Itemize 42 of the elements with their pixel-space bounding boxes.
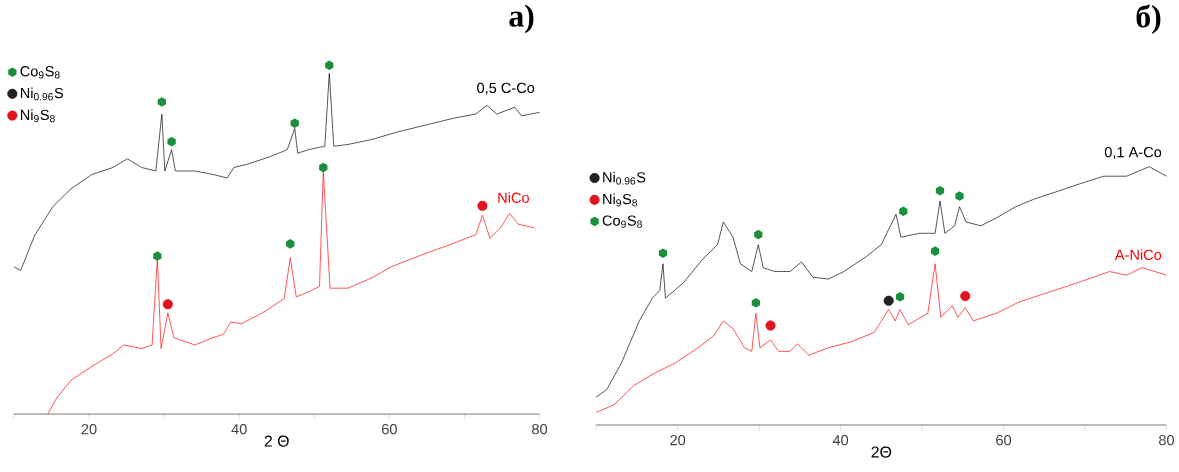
- chart-title: a): [509, 4, 534, 34]
- legend-label: Ni$_{9}$S$_{8}$: [20, 109, 55, 123]
- point: [895, 292, 905, 302]
- point: [751, 298, 760, 308]
- point: [935, 186, 945, 196]
- point: [157, 97, 166, 107]
- point: [325, 60, 334, 71]
- x-tick-label: 80: [532, 424, 548, 435]
- point: [477, 200, 488, 212]
- x-axis-title: 2 Θ: [264, 435, 289, 447]
- x-axis-title: 2Θ: [871, 446, 892, 458]
- series-label: 0,1 A-Co: [1104, 147, 1162, 160]
- point: [955, 191, 964, 202]
- point: [658, 248, 668, 259]
- point: [167, 137, 176, 147]
- point: [286, 239, 295, 249]
- x-tick-label: 20: [670, 435, 686, 446]
- series-label: 0,5 C-Co: [477, 82, 535, 95]
- point: [930, 246, 940, 257]
- series-label: A-NiCo: [1114, 249, 1162, 261]
- point: [899, 206, 908, 217]
- point: [754, 229, 763, 240]
- series-label: NiCo: [498, 192, 529, 204]
- legend-label: Ni$_{9}$S$_{8}$: [603, 193, 638, 207]
- x-tick-label: 20: [81, 424, 97, 435]
- legend-label: Ni$_{0.96}$S: [603, 171, 646, 185]
- x-tick-label: 40: [231, 424, 247, 435]
- point: [153, 251, 162, 261]
- point: [883, 295, 894, 306]
- point: [960, 291, 971, 302]
- legend-label: Co$_{9}$S$_{8}$: [20, 66, 60, 79]
- point: [290, 118, 299, 129]
- x-tick-label: 60: [381, 424, 397, 435]
- chart-title: б): [1136, 4, 1161, 35]
- point: [765, 320, 776, 331]
- point: [319, 162, 328, 173]
- x-tick-label: 40: [832, 435, 849, 446]
- x-tick-label: 80: [1159, 435, 1174, 446]
- point: [162, 299, 173, 310]
- x-tick-label: 60: [996, 435, 1012, 446]
- legend-label: Ni$_{0.96}$S: [20, 87, 64, 101]
- legend-label: Co$_{9}$S$_{8}$: [602, 215, 642, 228]
